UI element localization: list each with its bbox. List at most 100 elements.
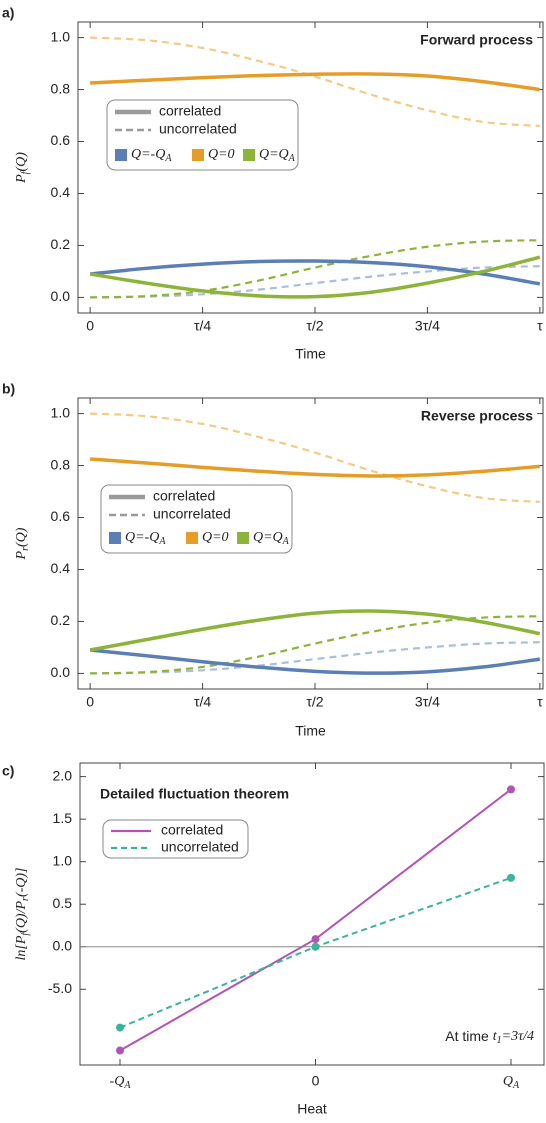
dashed-line — [90, 412, 540, 504]
y-tick-label: -5.0 — [48, 980, 72, 996]
text-part: Q=-Q — [125, 530, 159, 545]
legend-label: correlated — [161, 822, 223, 838]
text-part: Q=Q — [259, 147, 289, 162]
legend-swatch — [115, 149, 127, 161]
x-tick-label: 0 — [86, 694, 94, 710]
y-tick-label: 0.4 — [51, 560, 71, 576]
plot-frame — [79, 762, 545, 1066]
y-tick-label: 0.2 — [51, 236, 71, 252]
y-tick-label: 0.4 — [51, 184, 71, 200]
y-tick-label: 0.2 — [51, 612, 71, 628]
point — [311, 935, 320, 944]
y-tick-label: 0.8 — [51, 456, 71, 472]
y-tick-label: 0.0 — [53, 937, 73, 953]
text-part: 1 — [497, 1035, 502, 1046]
point — [507, 873, 515, 882]
x-tick-label: 3τ/4 — [415, 694, 440, 710]
series-line — [119, 876, 512, 1029]
legend-box — [102, 819, 249, 859]
y-tick-label: 1.0 — [51, 28, 71, 44]
x-axis-label: Time — [295, 346, 326, 362]
text-part: -Q — [110, 1074, 125, 1089]
text-part: Q=-Q — [131, 147, 165, 162]
legend-swatch — [237, 532, 249, 544]
x-axis-label: Heat — [297, 1101, 327, 1117]
point — [311, 942, 320, 951]
text-part: (Q) — [14, 152, 29, 172]
point — [116, 1046, 124, 1055]
text-part: A — [164, 153, 172, 164]
y-axis-label: Pr(Q) — [14, 527, 31, 560]
legend-label: correlated — [153, 488, 215, 504]
dashed-line — [90, 239, 540, 299]
y-tick-label: 0.6 — [51, 132, 71, 148]
x-tick-label: τ/2 — [306, 318, 323, 334]
plot-frame — [77, 21, 544, 314]
text-part: P — [14, 174, 29, 184]
chart-title: Reverse process — [421, 408, 533, 424]
text-part: (Q) — [14, 527, 29, 547]
text-part: A — [123, 1080, 131, 1091]
text-part: ln[P — [14, 935, 29, 960]
x-tick-label: τ/2 — [306, 694, 323, 710]
x-axis-label: Time — [295, 723, 326, 739]
x-tick-label: 0 — [86, 318, 94, 334]
text-part: f — [20, 170, 31, 174]
text-part: A — [158, 536, 166, 547]
legend-label: correlated — [159, 103, 221, 119]
annotation: At time t1=3τ/4 — [445, 1028, 534, 1047]
text-part: (Q)/P — [14, 901, 29, 933]
text-part: t — [493, 1029, 498, 1044]
x-tick-label: τ/4 — [194, 318, 211, 334]
text-part: =3τ/4 — [502, 1029, 534, 1044]
legend-label: uncorrelated — [159, 121, 237, 137]
legend-label: Q=0 — [202, 530, 229, 545]
series-line — [89, 648, 541, 675]
point — [507, 785, 515, 794]
panel-label: a) — [2, 5, 14, 21]
x-tick-label: τ — [537, 318, 543, 334]
text-part: A — [282, 536, 290, 547]
text-part: (-Q)] — [14, 867, 29, 897]
series-line — [89, 259, 541, 286]
y-tick-label: 0.5 — [53, 895, 73, 911]
plot-frame — [77, 397, 544, 690]
text-part: Q=Q — [253, 530, 283, 545]
legend-label: Q=-QA — [131, 147, 172, 164]
x-tick-label: QA — [503, 1074, 520, 1091]
series-line — [89, 609, 541, 652]
text-part: At time — [445, 1028, 492, 1044]
y-tick-label: 0.6 — [51, 508, 71, 524]
legend-label: Q=QA — [259, 147, 296, 164]
dashed-line — [90, 615, 540, 675]
series-line — [90, 72, 541, 92]
text-part: Q — [503, 1074, 513, 1089]
y-tick-label: 1.5 — [53, 810, 73, 826]
y-tick-label: 0.0 — [51, 664, 71, 680]
legend-label: Q=-QA — [125, 530, 166, 547]
legend-label: Q=0 — [208, 147, 235, 162]
y-axis-label: Pf(Q) — [14, 152, 31, 184]
x-tick-label: 3τ/4 — [415, 318, 440, 334]
x-tick-label: τ/4 — [194, 694, 211, 710]
legend-label: Q=QA — [253, 530, 290, 547]
series-line — [89, 255, 541, 299]
series-line — [90, 457, 541, 478]
x-tick-label: τ — [537, 694, 543, 710]
y-tick-label: 0.0 — [51, 288, 71, 304]
text-part: A — [288, 153, 296, 164]
y-tick-label: 1.0 — [53, 852, 73, 868]
text-part: Q=0 — [208, 147, 235, 162]
x-tick-label: -QA — [110, 1074, 132, 1091]
legend-label: uncorrelated — [161, 839, 239, 855]
legend-swatch — [192, 149, 204, 161]
y-tick-label: 1.0 — [51, 404, 71, 420]
legend-swatch — [243, 149, 255, 161]
chart-title: Detailed fluctuation theorem — [100, 786, 289, 802]
point — [116, 1023, 124, 1032]
text-part: r — [20, 897, 31, 901]
chart-title: Forward process — [420, 32, 533, 48]
text-part: A — [512, 1080, 520, 1091]
text-part: f — [20, 932, 31, 936]
